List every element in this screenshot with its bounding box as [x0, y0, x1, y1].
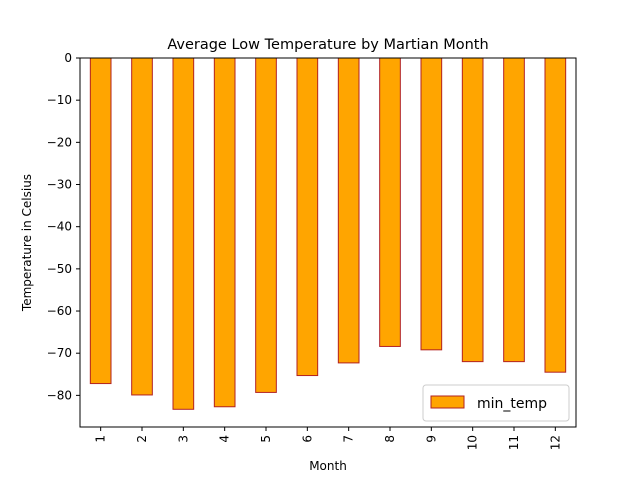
legend-label-min-temp: min_temp: [477, 396, 547, 412]
y-tick-label: −20: [47, 135, 72, 149]
y-tick-label: −80: [47, 388, 72, 402]
y-tick-label: −70: [47, 346, 72, 360]
bar-month-1: [89, 57, 112, 385]
legend-swatch-min-temp: [430, 395, 465, 409]
bar-month-3: [172, 57, 195, 410]
x-tick-label: 11: [507, 435, 521, 450]
y-tick-label: 0: [64, 51, 72, 65]
y-tick-label: −60: [47, 304, 72, 318]
bar-month-9: [420, 57, 443, 351]
x-tick-label: 1: [94, 435, 108, 443]
x-axis-label: Month: [309, 459, 347, 473]
bars-layer: [89, 57, 567, 410]
x-tick-label: 9: [424, 435, 438, 443]
bar-month-2: [131, 57, 153, 396]
x-tick-label: 12: [548, 435, 562, 450]
y-tick-label: −40: [47, 220, 72, 234]
legend-box: [422, 384, 570, 422]
bar-month-7: [337, 57, 360, 364]
bar-month-6: [296, 57, 319, 377]
chart-title: Average Low Temperature by Martian Month: [167, 37, 488, 53]
y-tick-label: −10: [47, 93, 72, 107]
x-tick-label: 3: [176, 435, 190, 443]
x-tick-label: 4: [218, 435, 232, 443]
x-tick-label: 5: [259, 435, 273, 443]
x-axis: 1 2 3 4 5 6 7 8 9 10 11 12: [94, 427, 562, 450]
x-tick-label: 7: [342, 435, 356, 443]
bar-month-8: [379, 57, 401, 347]
y-axis: 0 −10 −20 −30 −40 −50 −60 −70 −80: [47, 51, 80, 402]
legend: min_temp: [422, 384, 570, 422]
x-tick-label: 2: [135, 435, 149, 443]
y-tick-label: −50: [47, 262, 72, 276]
axes-frame: [79, 57, 577, 428]
bar-month-5: [255, 57, 277, 393]
x-tick-label: 6: [300, 435, 314, 443]
y-tick-label: −30: [47, 178, 72, 192]
x-tick-label: 8: [383, 435, 397, 443]
bar-month-4: [213, 57, 236, 408]
bar-month-10: [461, 57, 484, 363]
bar-month-11: [503, 57, 525, 363]
y-axis-label: Temperature in Celsius: [20, 174, 34, 312]
x-tick-label: 10: [466, 435, 480, 450]
bar-month-12: [544, 57, 567, 373]
